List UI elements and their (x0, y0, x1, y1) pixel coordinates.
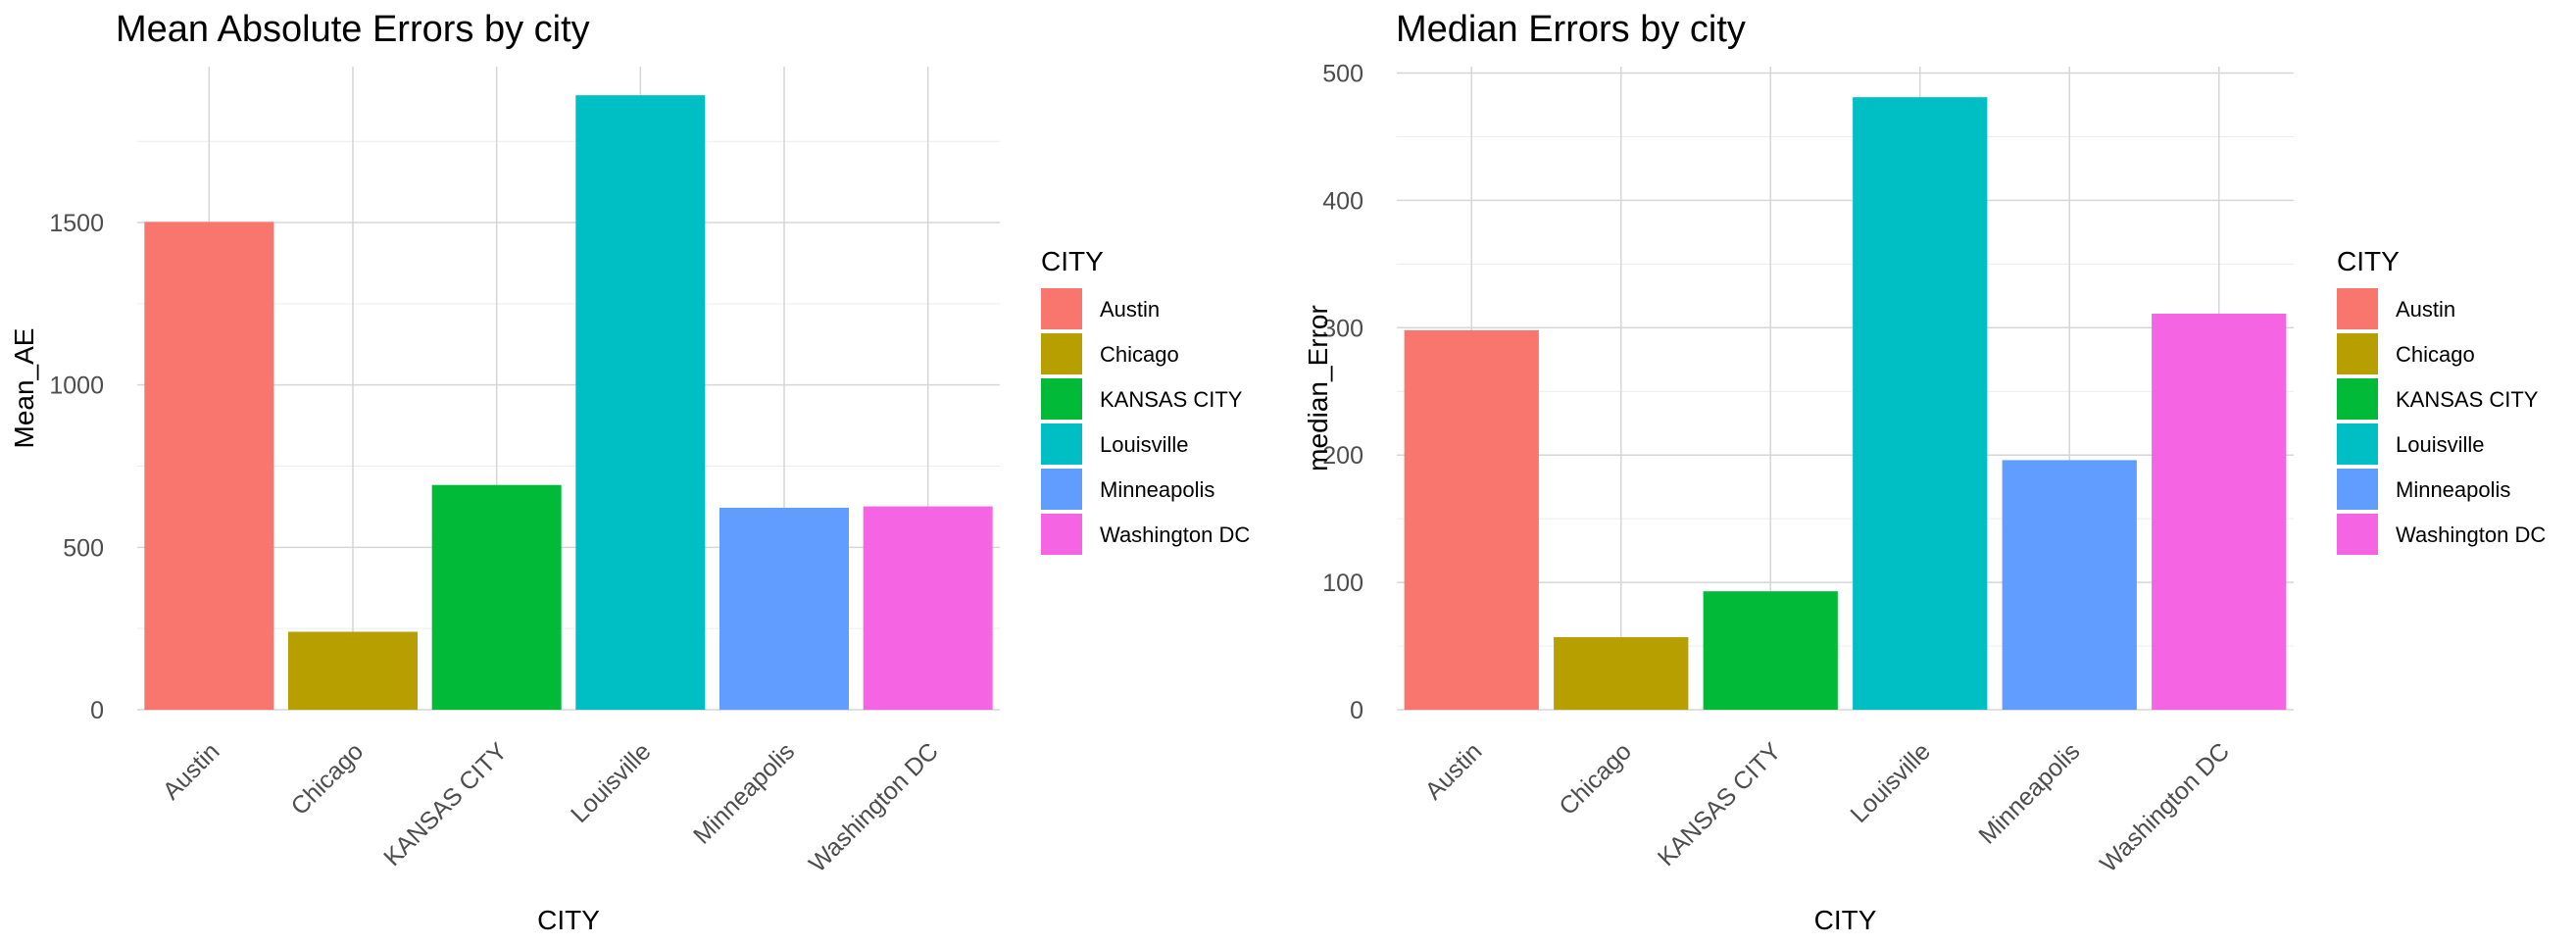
chart-title: Median Errors by city (1396, 9, 1746, 50)
legend-title: CITY (1041, 246, 1104, 276)
bar-minneapolis (719, 507, 849, 710)
y-tick-label: 400 (1322, 187, 1363, 215)
y-axis-title: Mean_AE (9, 328, 39, 449)
x-tick-label: Minneapolis (688, 737, 800, 849)
x-tick-label: Chicago (1554, 737, 1637, 821)
x-axis-title: CITY (1814, 905, 1877, 935)
x-tick-label: Chicago (286, 737, 370, 821)
bar-chicago (288, 631, 418, 710)
y-tick-label: 500 (63, 534, 104, 562)
legend-label-washington-dc: Washington DC (1100, 522, 1250, 547)
legend-swatch-kansas-city (2337, 378, 2378, 420)
legend-swatch-minneapolis (1041, 469, 1082, 510)
x-tick-label: Austin (158, 737, 225, 805)
y-tick-label: 300 (1322, 315, 1363, 342)
legend-swatch-austin (2337, 288, 2378, 329)
legend-swatch-washington-dc (2337, 514, 2378, 555)
legend-label-kansas-city: KANSAS CITY (2396, 387, 2539, 412)
legend-swatch-chicago (2337, 333, 2378, 374)
legend: CITY Austin Chicago KANSAS CITY Louisville Mi… (2337, 246, 2546, 555)
bar-washington-dc (863, 506, 993, 710)
x-tick-label: KANSAS CITY (378, 737, 513, 871)
y-tick-label: 0 (90, 697, 104, 724)
legend-swatch-washington-dc (1041, 514, 1082, 555)
x-tick-label: Washington DC (804, 737, 944, 877)
bar-kansas-city (1703, 591, 1838, 710)
y-tick-label: 200 (1322, 442, 1363, 470)
bar-austin (1404, 329, 1539, 710)
y-tick-label: 1000 (49, 373, 104, 400)
x-tick-label: KANSAS CITY (1653, 737, 1787, 871)
bar-louisville (1853, 97, 1988, 710)
legend-swatch-kansas-city (1041, 378, 1082, 420)
bar-minneapolis (2002, 460, 2137, 710)
y-axis-title: median_Error (1303, 305, 1333, 472)
legend-swatch-minneapolis (2337, 469, 2378, 510)
legend-label-louisville: Louisville (1100, 432, 1189, 457)
legend-label-minneapolis: Minneapolis (1100, 477, 1214, 502)
legend-label-louisville: Louisville (2396, 432, 2485, 457)
legend-label-washington-dc: Washington DC (2396, 522, 2546, 547)
x-tick-label: Minneapolis (1973, 737, 2085, 849)
legend-swatch-louisville (2337, 423, 2378, 465)
legend-label-chicago: Chicago (2396, 342, 2475, 367)
chart-title: Mean Absolute Errors by city (116, 9, 590, 50)
y-tick-label: 0 (1350, 697, 1363, 724)
legend-label-minneapolis: Minneapolis (2396, 477, 2510, 502)
legend-label-kansas-city: KANSAS CITY (1100, 387, 1243, 412)
legend-label-austin: Austin (2396, 297, 2455, 322)
x-tick-label: Washington DC (2095, 737, 2235, 877)
y-tick-label: 500 (1322, 60, 1363, 87)
bar-chicago (1554, 636, 1689, 710)
bar-austin (144, 222, 274, 710)
y-tick-label: 100 (1322, 570, 1363, 597)
legend-title: CITY (2337, 246, 2400, 276)
legend-swatch-louisville (1041, 423, 1082, 465)
legend-label-austin: Austin (1100, 297, 1160, 322)
y-tick-label: 1500 (49, 210, 104, 237)
x-tick-label: Louisville (1845, 737, 1936, 828)
x-tick-label: Austin (1420, 737, 1488, 805)
bar-washington-dc (2152, 314, 2287, 710)
x-axis-title: CITY (537, 905, 600, 935)
legend-label-chicago: Chicago (1100, 342, 1179, 367)
x-tick-label: Louisville (566, 737, 657, 828)
legend-swatch-austin (1041, 288, 1082, 329)
legend: CITY Austin Chicago KANSAS CITY Louisville Mi… (1041, 246, 1250, 555)
bar-kansas-city (431, 484, 562, 710)
bar-louisville (575, 95, 706, 710)
legend-swatch-chicago (1041, 333, 1082, 374)
